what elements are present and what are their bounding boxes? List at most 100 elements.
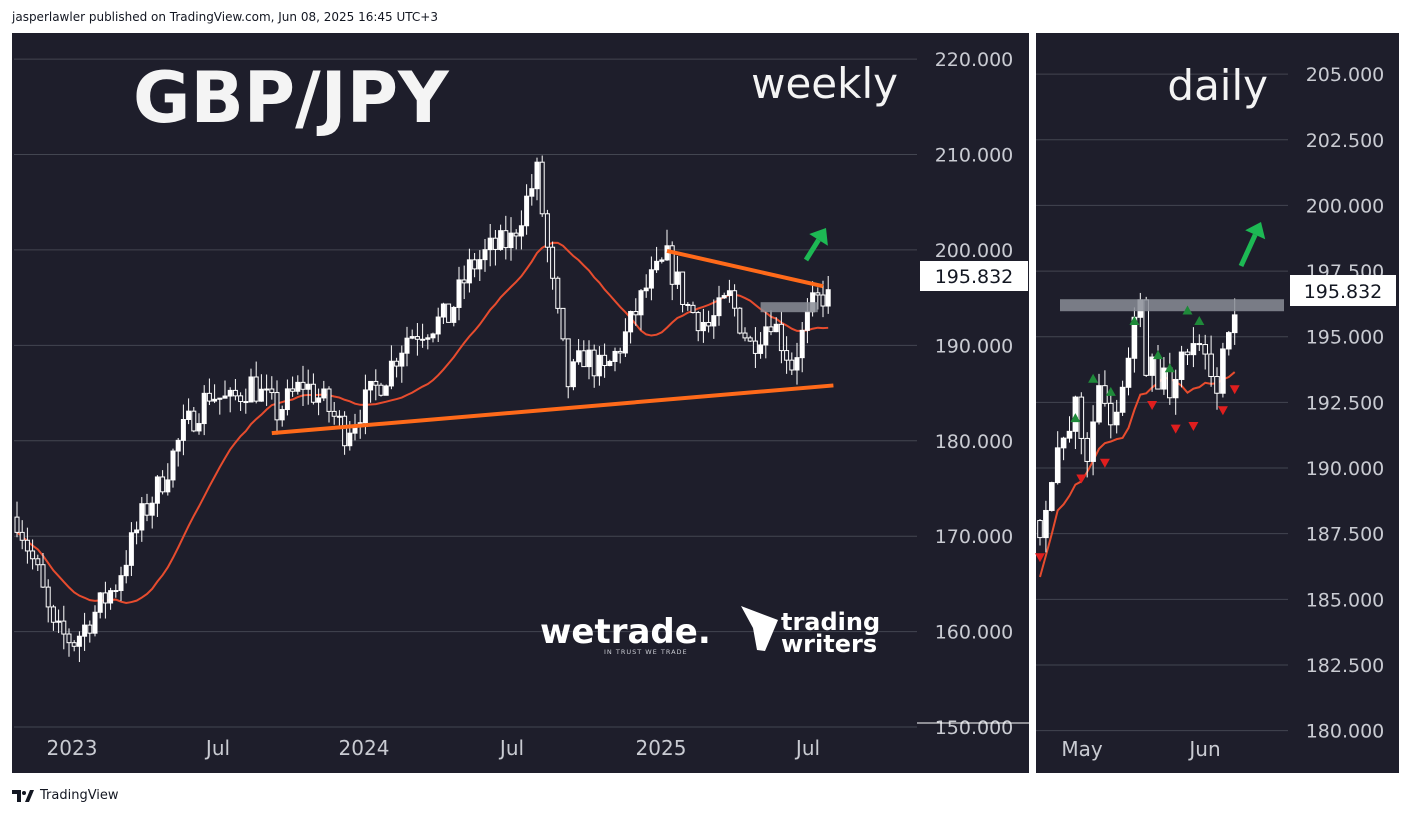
daily-price-tick-label: 202.500 xyxy=(1306,130,1385,152)
weekly-candle xyxy=(321,380,327,402)
weekly-candle-down xyxy=(492,237,498,250)
weekly-candle xyxy=(378,382,384,397)
weekly-candle xyxy=(97,591,103,619)
weekly-candle-down xyxy=(747,337,753,342)
trading-writers-line1: trading xyxy=(781,608,880,636)
weekly-price-axis[interactable]: 220.000 210.000 200.000 190.000 180.000 170.0… xyxy=(917,49,1029,739)
weekly-candle-up xyxy=(170,450,176,481)
weekly-candle xyxy=(726,279,732,303)
weekly-candle xyxy=(695,310,701,342)
daily-candles xyxy=(1037,292,1238,553)
weekly-candle xyxy=(149,496,155,529)
weekly-candle-down xyxy=(206,392,212,402)
weekly-overlays xyxy=(271,228,834,436)
trading-writers-line2: writers xyxy=(781,630,877,658)
weekly-candle-up xyxy=(139,503,145,531)
tradingview-brand[interactable]: TradingView xyxy=(12,788,119,803)
weekly-candle-up xyxy=(825,289,831,307)
weekly-candle xyxy=(35,554,41,571)
weekly-candle-up xyxy=(154,476,160,504)
weekly-candle xyxy=(56,609,62,634)
weekly-candle-up xyxy=(451,306,457,323)
weekly-candle xyxy=(238,392,244,412)
weekly-candle-up xyxy=(92,611,98,634)
weekly-candle-down xyxy=(66,633,72,644)
weekly-candle-up xyxy=(404,337,410,354)
weekly-candle xyxy=(342,411,348,455)
weekly-candle-up xyxy=(643,287,649,292)
daily-price-tick-label: 205.000 xyxy=(1306,64,1385,86)
weekly-candle xyxy=(544,209,550,263)
weekly-candle-up xyxy=(316,397,322,403)
daily-time-axis[interactable]: May Jun xyxy=(1061,737,1220,761)
weekly-candle-down xyxy=(378,384,384,396)
weekly-candle-up xyxy=(305,383,311,390)
daily-price-axis[interactable]: 205.000202.500200.000197.500195.000192.5… xyxy=(1306,64,1385,742)
weekly-candle-up xyxy=(518,225,524,237)
weekly-candle-up xyxy=(435,316,441,335)
daily-candle-up xyxy=(1119,386,1126,413)
weekly-candle xyxy=(487,223,493,267)
weekly-candle xyxy=(326,386,332,423)
weekly-candle-down xyxy=(544,213,550,248)
daily-buy-signal xyxy=(1070,413,1081,423)
weekly-candle xyxy=(430,332,436,343)
daily-candle-down xyxy=(1167,367,1173,399)
daily-sell-signal xyxy=(1229,385,1240,395)
weekly-candle-down xyxy=(752,340,758,354)
weekly-candle-down xyxy=(253,376,259,402)
weekly-candle xyxy=(24,527,30,564)
daily-sell-signal xyxy=(1217,406,1228,416)
daily-moving-average xyxy=(1039,371,1236,578)
weekly-candle xyxy=(435,307,441,343)
weekly-candle-up xyxy=(186,410,192,420)
daily-resistance-zone xyxy=(1060,299,1284,312)
weekly-candle xyxy=(404,326,410,367)
weekly-candle-up xyxy=(336,415,342,418)
daily-candle-up xyxy=(1231,314,1238,334)
daily-sell-signal xyxy=(1170,424,1181,434)
daily-candle xyxy=(1149,353,1155,392)
weekly-candle xyxy=(139,497,145,542)
weekly-candle xyxy=(503,215,509,260)
daily-price-tick-label: 200.000 xyxy=(1306,195,1385,217)
weekly-candle xyxy=(498,224,504,251)
weekly-price-tick-label: 170.000 xyxy=(935,526,1014,548)
weekly-candle xyxy=(269,376,275,400)
weekly-candle xyxy=(212,384,218,404)
weekly-candle xyxy=(446,303,452,323)
daily-candle-up xyxy=(1090,421,1096,462)
weekly-candle-up xyxy=(56,620,62,623)
daily-buy-signal xyxy=(1088,373,1099,383)
weekly-candle-down xyxy=(602,354,608,367)
weekly-candle xyxy=(144,493,150,522)
weekly-candle-up xyxy=(113,590,119,593)
weekly-candle-up xyxy=(180,418,186,441)
weekly-candle xyxy=(180,404,186,456)
daily-candle xyxy=(1060,436,1067,461)
daily-price-tick-label: 195.000 xyxy=(1306,327,1385,349)
weekly-candle xyxy=(596,346,602,386)
daily-candle xyxy=(1078,392,1085,455)
weekly-candle-down xyxy=(513,232,519,237)
weekly-candle-down xyxy=(160,476,166,493)
daily-candle-down xyxy=(1108,402,1114,426)
weekly-candle-up xyxy=(622,331,628,354)
weekly-candle-up xyxy=(638,290,644,316)
weekly-candle-down xyxy=(45,586,51,608)
weekly-candle xyxy=(154,475,160,517)
weekly-candle-down xyxy=(35,558,41,566)
daily-candle-down xyxy=(1184,351,1191,356)
weekly-time-axis[interactable]: 2023 Jul 2024 Jul 2025 Jul xyxy=(47,736,821,760)
weekly-candle-down xyxy=(71,642,77,647)
weekly-candle xyxy=(784,336,790,374)
weekly-candle-up xyxy=(321,388,327,399)
weekly-candle xyxy=(570,358,576,391)
daily-ma-line xyxy=(1039,371,1236,578)
weekly-candle xyxy=(633,298,639,326)
daily-candle xyxy=(1178,345,1185,388)
daily-candle xyxy=(1226,330,1232,356)
weekly-last-price-text: 195.832 xyxy=(935,266,1014,288)
weekly-candle-up xyxy=(456,279,462,308)
weekly-candle xyxy=(66,628,72,657)
